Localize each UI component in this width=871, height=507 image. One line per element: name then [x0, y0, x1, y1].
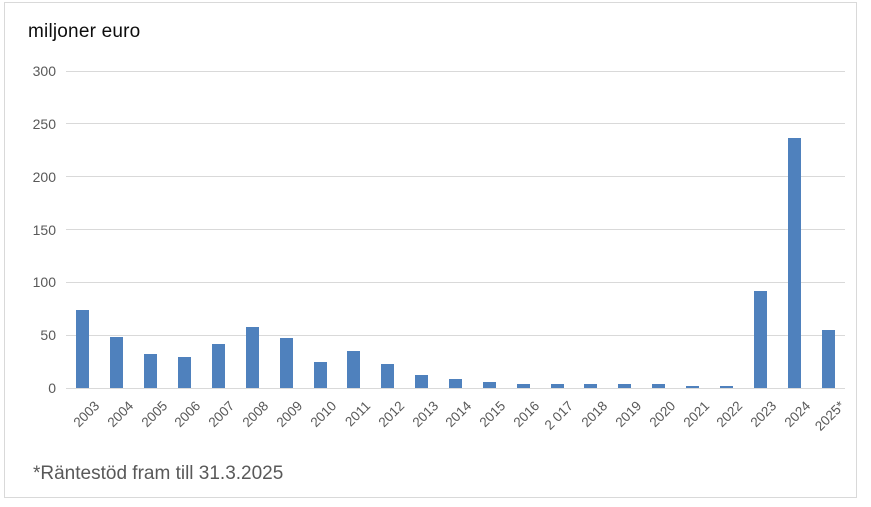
y-tick-label: 250	[32, 115, 56, 132]
bar-2003	[76, 309, 90, 388]
bar-2004	[110, 337, 124, 388]
bar-2016	[516, 383, 530, 388]
bar-2011	[347, 351, 361, 388]
y-tick-label: 50	[40, 327, 56, 344]
gridline	[66, 229, 845, 230]
bar-2012	[381, 363, 395, 388]
bar-2008	[245, 326, 259, 388]
gridline	[66, 387, 845, 389]
chart-title: miljoner euro	[28, 21, 141, 42]
plot-area	[66, 70, 845, 389]
y-tick-label: 300	[32, 63, 56, 79]
bar-2013	[415, 375, 429, 388]
bar-2014	[449, 378, 462, 388]
gridline	[66, 334, 845, 336]
bar-2018	[584, 383, 598, 388]
bar-2024	[787, 137, 801, 388]
gridline	[66, 70, 845, 72]
y-tick-label: 200	[32, 168, 56, 185]
bar-2006	[178, 357, 192, 388]
gridline	[66, 281, 845, 283]
y-tick-label: 150	[32, 221, 56, 238]
chart-footnote: *Räntestöd fram till 31.3.2025	[33, 463, 284, 484]
bar-2020	[652, 383, 666, 388]
bar-2021	[686, 385, 700, 388]
bar-2023	[753, 290, 767, 388]
bar-2025*	[821, 329, 835, 388]
bar-2005	[144, 354, 158, 388]
y-tick-label: 0	[48, 380, 56, 396]
bar-2009	[279, 338, 293, 388]
gridline	[66, 176, 845, 178]
bar-2017	[550, 383, 564, 388]
bar-2022	[719, 385, 733, 388]
bar-2015	[482, 381, 496, 388]
bar-2010	[313, 361, 327, 388]
bar-2007	[211, 343, 225, 388]
gridline	[66, 123, 845, 125]
y-tick-label: 100	[32, 274, 56, 291]
bar-2019	[618, 383, 632, 388]
